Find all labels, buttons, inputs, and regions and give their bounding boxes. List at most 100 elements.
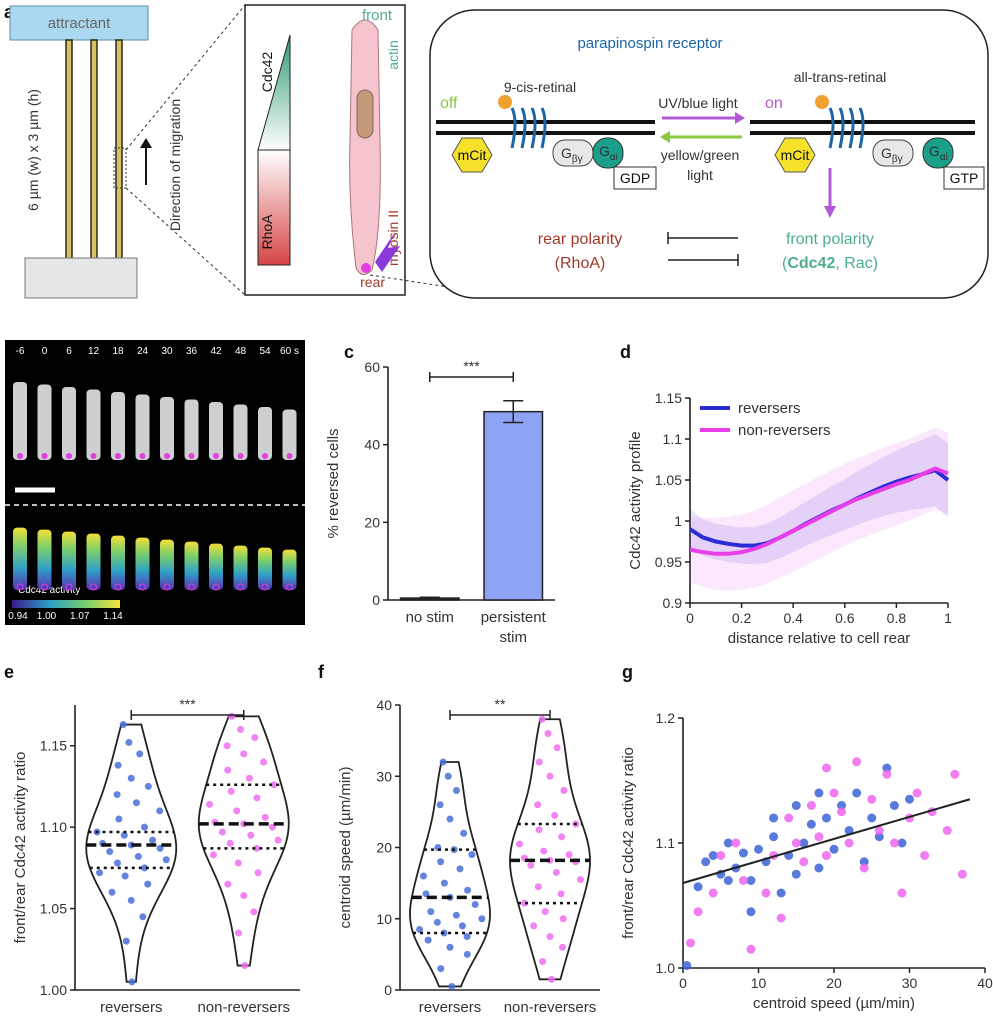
- point: [108, 888, 116, 896]
- cell-gray: [184, 399, 199, 460]
- point: [478, 915, 486, 923]
- y-tick-label: 1.0: [656, 960, 676, 976]
- colorbar-tick: 1.07: [70, 611, 90, 622]
- point: [534, 801, 542, 809]
- point: [464, 886, 472, 894]
- y-tick-label: 1.10: [40, 819, 67, 835]
- point: [576, 876, 584, 884]
- stim: [41, 453, 48, 459]
- point: [723, 838, 733, 848]
- point: [224, 766, 232, 774]
- point: [516, 840, 524, 848]
- x-tick-label: 20: [826, 975, 842, 991]
- point: [837, 801, 847, 810]
- zoom-lines: [125, 4, 246, 296]
- x-tick-label: no stim: [406, 609, 454, 626]
- y-tick-label: 60: [364, 359, 380, 375]
- stim: [261, 583, 269, 591]
- gtp-label: GTP: [950, 170, 979, 186]
- point: [270, 781, 278, 789]
- error-band: [690, 427, 948, 591]
- stim: [139, 583, 146, 591]
- panel-label: d: [620, 342, 631, 362]
- point: [114, 761, 122, 769]
- x-tick-label: 0.4: [783, 610, 803, 626]
- stim: [286, 453, 293, 459]
- retinal: [498, 95, 512, 109]
- g: G: [881, 145, 892, 161]
- cdc42: Cdc42: [787, 255, 835, 272]
- cis-label: 9-cis-retinal: [504, 79, 576, 95]
- point: [471, 901, 479, 908]
- point: [791, 869, 801, 879]
- stim: [17, 453, 23, 459]
- x-tick-label: non-reversers: [197, 999, 290, 1016]
- point: [448, 982, 456, 990]
- point: [776, 888, 786, 898]
- nucleus: [356, 89, 374, 139]
- stim: [164, 453, 170, 459]
- point: [686, 938, 696, 948]
- point: [535, 758, 543, 766]
- gby-label: Gβγ: [881, 145, 903, 165]
- y-tick-label: 1.15: [655, 390, 682, 406]
- violin: [509, 718, 591, 981]
- point: [693, 882, 703, 892]
- cell-gray: [86, 389, 101, 460]
- point: [769, 832, 779, 842]
- cell-gray: [160, 397, 174, 460]
- point: [141, 864, 149, 872]
- point: [113, 859, 121, 867]
- point: [731, 838, 741, 848]
- x-tick-label: 0.8: [887, 610, 907, 626]
- point: [228, 712, 236, 720]
- point: [253, 794, 261, 802]
- mcit: [774, 137, 816, 173]
- point: [540, 847, 548, 855]
- cell-color: [209, 543, 223, 590]
- point: [859, 857, 869, 867]
- y-tick-label: 1.05: [655, 472, 682, 488]
- cell-gray: [258, 407, 272, 460]
- time-label: 36: [186, 346, 198, 357]
- point: [889, 801, 899, 810]
- point: [456, 865, 464, 873]
- x-tick-label: 0.6: [835, 610, 855, 626]
- colorbar-label: Cdc42 activity: [18, 585, 80, 596]
- point: [234, 929, 242, 937]
- stim: [163, 583, 171, 591]
- gai-label: Gαi: [599, 143, 618, 163]
- point: [132, 799, 140, 807]
- point: [274, 836, 282, 844]
- point: [261, 813, 269, 821]
- y-axis-label: centroid speed (µm/min): [337, 766, 354, 928]
- y-tick-label: 1.00: [40, 982, 67, 998]
- point: [144, 880, 152, 888]
- sig-bracket: [130, 710, 245, 720]
- point: [234, 859, 242, 867]
- x-tick-label: 0: [679, 975, 687, 991]
- point: [458, 922, 466, 930]
- sub: βγ: [892, 154, 903, 165]
- y-axis-label: front/rear Cdc42 activity ratio: [620, 747, 637, 939]
- point: [115, 815, 123, 823]
- actin-label: actin: [385, 40, 401, 70]
- cell-gray: [233, 404, 248, 460]
- point: [897, 888, 907, 898]
- point: [799, 857, 809, 867]
- point: [829, 788, 839, 798]
- point: [535, 826, 543, 834]
- light-bolt: [375, 232, 400, 272]
- time-label: 48: [235, 346, 247, 357]
- point: [557, 890, 565, 898]
- significance: ***: [463, 358, 480, 374]
- point: [560, 787, 568, 794]
- point: [852, 788, 862, 798]
- stim: [213, 453, 219, 459]
- cdc42-rac: (Cdc42, Rac): [782, 255, 878, 272]
- panel-label: g: [622, 662, 633, 682]
- point: [859, 863, 869, 873]
- x-tick-label: 40: [977, 975, 993, 991]
- receptor-box: [429, 9, 989, 299]
- point: [119, 721, 127, 729]
